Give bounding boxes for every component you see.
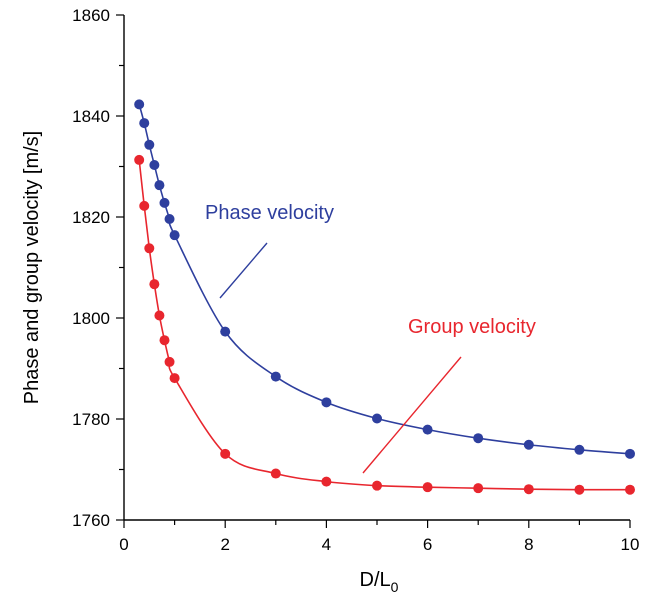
group-velocity-point [134, 154, 145, 165]
phase-velocity-point [574, 444, 585, 455]
phase-velocity-annotation: Phase velocity [205, 202, 334, 224]
group-velocity-point [372, 480, 382, 491]
phase-velocity-line [138, 104, 631, 455]
series-points [134, 99, 635, 495]
phase-velocity-point [139, 118, 150, 129]
y-axis-title: Phase and group velocity [m/s] [21, 131, 43, 404]
phase-velocity-point [270, 371, 281, 382]
group-velocity-point [220, 448, 231, 459]
group-velocity-point [159, 335, 170, 346]
series-curves [138, 104, 631, 491]
y-tick-label: 1820 [72, 208, 110, 227]
group-velocity-point [473, 483, 484, 494]
group-velocity-point [422, 482, 433, 493]
x-tick-label: 4 [322, 535, 331, 554]
group-velocity-point [139, 200, 150, 211]
y-tick-label: 1760 [72, 511, 110, 530]
y-tick-label: 1800 [72, 309, 110, 328]
phase-velocity-point [422, 424, 433, 435]
group-velocity-point [164, 356, 175, 367]
phase-velocity-leader [219, 242, 268, 299]
group-velocity-point [154, 310, 165, 321]
y-tick-label: 1840 [72, 107, 110, 126]
phase-velocity-point [164, 214, 175, 225]
phase-velocity-point [134, 99, 145, 110]
phase-velocity-point [625, 448, 635, 459]
phase-velocity-point [154, 180, 165, 191]
axes: 1760 1780 1800 1820 1840 1860 0 2 4 6 8 10 D/L0 Phase… [21, 6, 639, 595]
group-velocity-point [625, 484, 635, 495]
phase-velocity-point [321, 397, 332, 408]
x-tick-label: 8 [524, 535, 533, 554]
phase-velocity-point [149, 159, 160, 170]
phase-velocity-point [220, 326, 231, 337]
x-tick-label: 2 [220, 535, 229, 554]
x-tick-label: 10 [621, 535, 640, 554]
x-tick-label: 0 [119, 535, 128, 554]
x-axis-title: D/L0 [360, 569, 399, 595]
phase-velocity-point [144, 139, 155, 150]
group-velocity-point [149, 279, 160, 290]
group-velocity-point [270, 468, 281, 479]
phase-velocity-point [169, 230, 180, 241]
phase-velocity-point [473, 433, 484, 444]
group-velocity-leader [362, 356, 462, 474]
group-velocity-point [169, 373, 180, 384]
group-velocity-point [144, 243, 155, 254]
x-tick-label: 6 [423, 535, 432, 554]
phase-velocity-point [159, 197, 170, 208]
group-velocity-point [574, 484, 585, 495]
phase-velocity-point [372, 413, 382, 424]
group-velocity-annotation: Group velocity [408, 316, 536, 338]
group-velocity-point [523, 484, 534, 495]
annotations: Phase velocity Group velocity [205, 202, 536, 474]
group-velocity-point [321, 476, 332, 487]
y-tick-label: 1860 [72, 6, 110, 25]
phase-velocity-point [523, 439, 534, 450]
y-tick-label: 1780 [72, 410, 110, 429]
